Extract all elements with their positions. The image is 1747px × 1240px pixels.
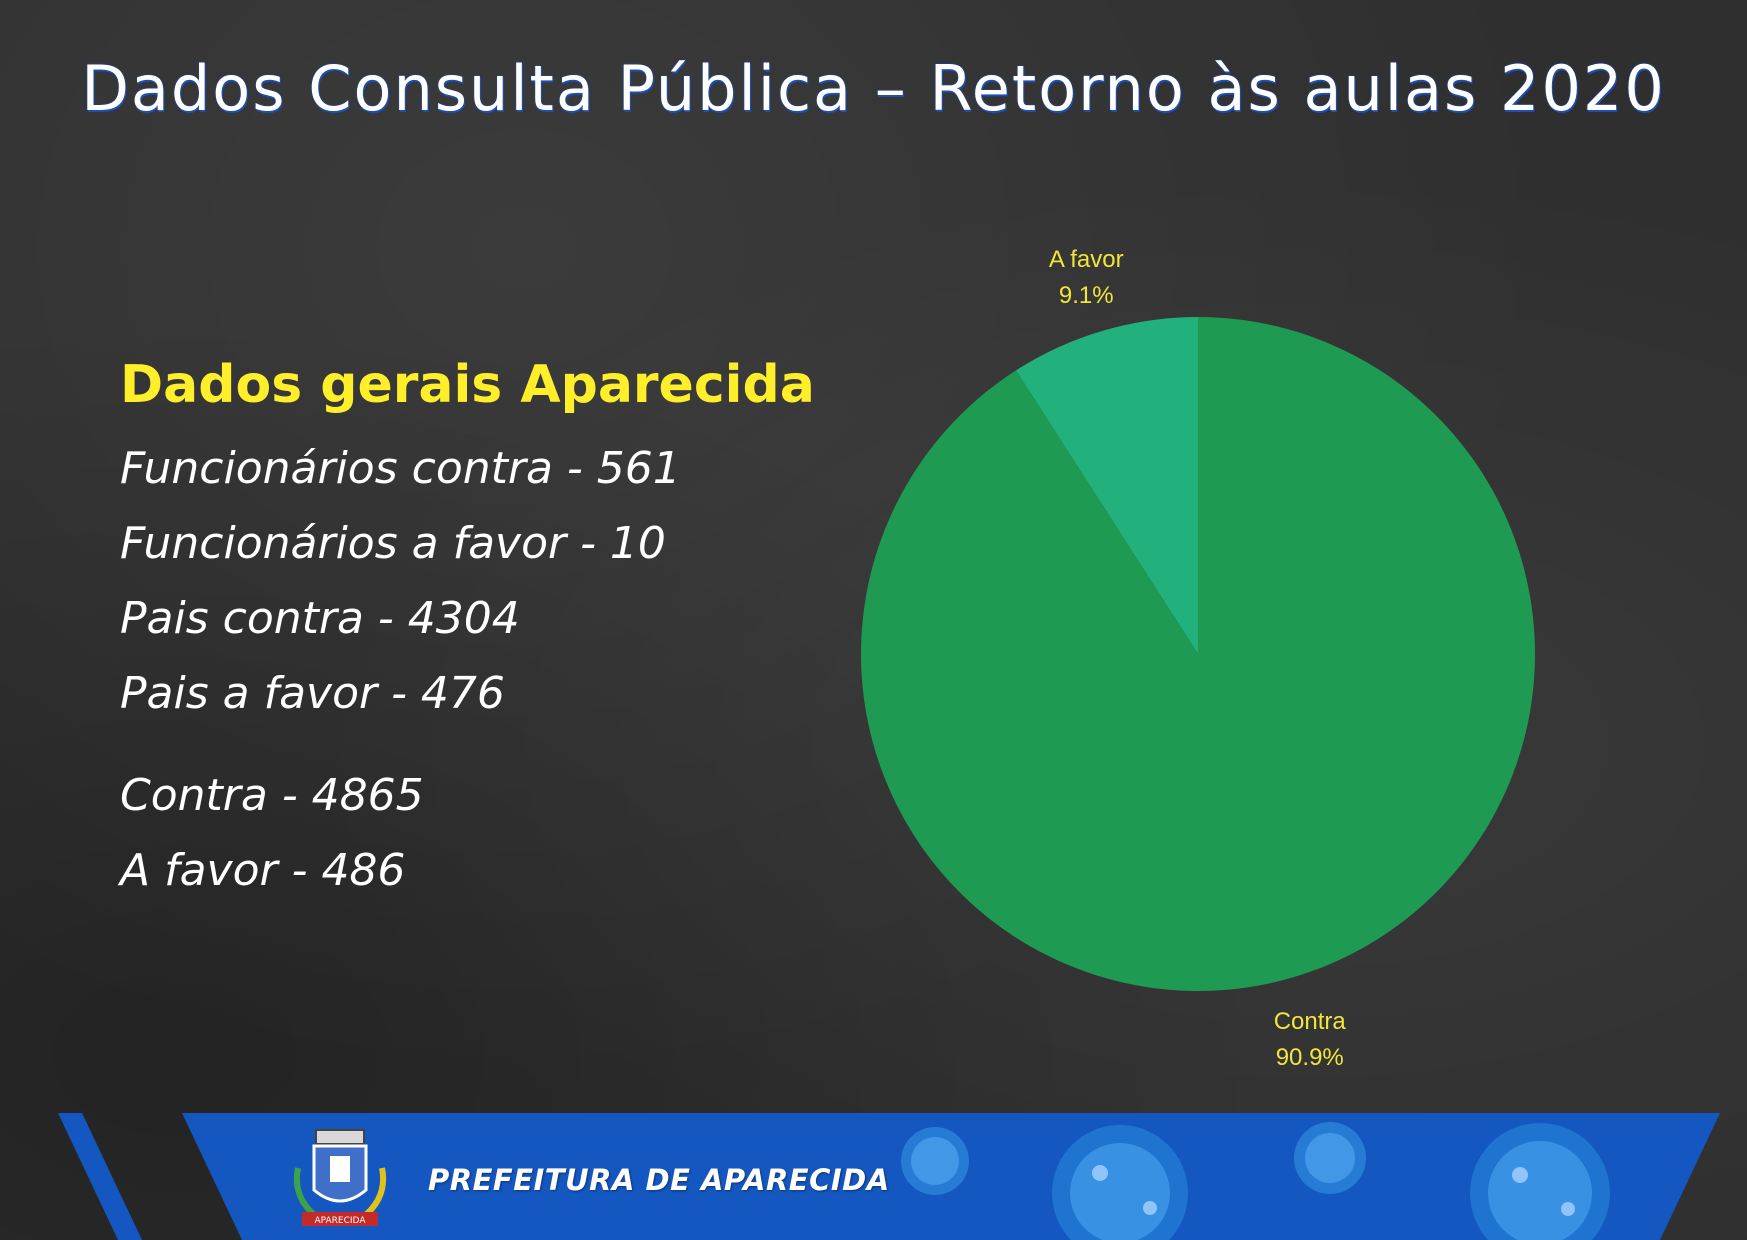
pie-slice-a-favor: [1015, 317, 1198, 654]
stat-employees-against: Funcionários contra - 561: [120, 443, 681, 494]
city-crest-logo: APARECIDA: [294, 1129, 386, 1226]
stat-parents-against: Pais contra - 4304: [120, 593, 520, 644]
stat-spacer: [120, 731, 840, 758]
footer-band: [58, 1113, 1720, 1240]
crest-text: APARECIDA: [315, 1216, 367, 1226]
virus-icon: [1052, 1125, 1188, 1240]
virus-icon: [1294, 1122, 1366, 1194]
stat-employees-for: Funcionários a favor - 10: [120, 518, 666, 569]
pie-label-percent: 9.1%: [1059, 282, 1114, 309]
virus-icon: [1470, 1123, 1610, 1240]
stat-total-for: A favor - 486: [120, 845, 406, 896]
pie-label-name: A favor: [1049, 246, 1124, 273]
stat-total-against: Contra - 4865: [120, 770, 424, 821]
stat-parents-for: Pais a favor - 476: [120, 668, 505, 719]
pie-label-percent: 90.9%: [1276, 1044, 1344, 1071]
footer-organization: PREFEITURA DE APARECIDA: [428, 1163, 890, 1197]
virus-icon: [901, 1127, 969, 1195]
pie-label-name: Contra: [1274, 1008, 1347, 1035]
pie-slice-contra: [861, 317, 1535, 992]
stats-panel: Dados gerais Aparecida Funcionários cont…: [120, 355, 840, 908]
pie-chart: A favor 9.1% Contra 90.9%: [861, 246, 1535, 1071]
footer-stripe: [58, 1113, 142, 1240]
page-title: Dados Consulta Pública – Retorno às aula…: [81, 52, 1666, 125]
stats-heading: Dados gerais Aparecida: [120, 355, 815, 415]
